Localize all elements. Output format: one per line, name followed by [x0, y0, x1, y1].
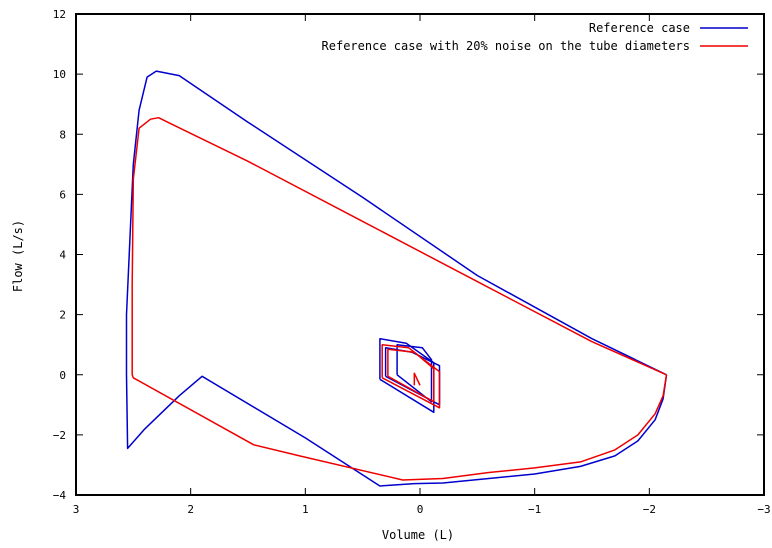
y-tick-label: 4 [59, 249, 66, 262]
legend-entry-label: Reference case with 20% noise on the tub… [322, 39, 690, 53]
y-axis-label: Flow (L/s) [11, 220, 25, 292]
y-tick-label: 12 [53, 8, 66, 21]
y-tick-label: −4 [53, 489, 67, 502]
plot-frame [75, 13, 765, 496]
y-tick-label: −2 [53, 429, 66, 442]
y-tick-label: 8 [59, 128, 66, 141]
x-tick-label: 1 [302, 503, 309, 516]
x-tick-label: −3 [757, 503, 770, 516]
series-2-cycle-loop [413, 372, 421, 386]
legend: Reference case Reference case with 20% no… [322, 21, 748, 53]
x-tick-label: 2 [187, 503, 194, 516]
series-line-1 [125, 70, 668, 487]
series-1-cycle-loop [379, 337, 435, 414]
x-tick-label: −2 [643, 503, 656, 516]
series-lines [125, 70, 668, 487]
y-tick-label: 10 [53, 68, 66, 81]
series-2-cycle-loop [387, 348, 435, 403]
x-tick-label: 3 [73, 503, 80, 516]
axes [75, 13, 765, 496]
y-tick-label: 2 [59, 309, 66, 322]
x-tick-label: −1 [528, 503, 541, 516]
legend-entry-label: Reference case [589, 21, 690, 35]
x-tick-label: 0 [417, 503, 424, 516]
series-line-2 [131, 116, 668, 481]
y-tick-label: 6 [59, 188, 66, 201]
y-tick-label: 0 [59, 369, 66, 382]
x-axis-label: Volume (L) [382, 528, 454, 542]
